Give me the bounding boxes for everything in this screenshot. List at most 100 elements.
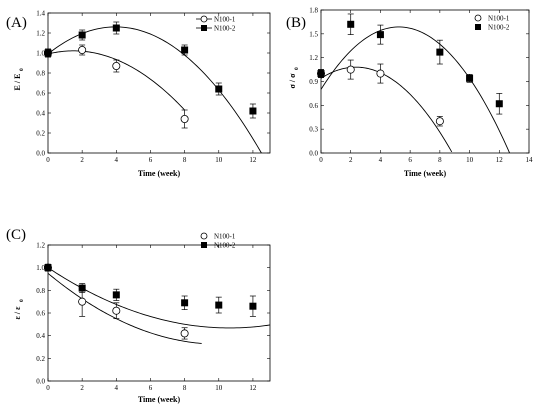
y-axis-label-subscript: 0 xyxy=(19,68,25,71)
legend-label: N100-2 xyxy=(488,24,510,32)
legend-marker xyxy=(474,14,482,22)
data-point xyxy=(376,69,385,78)
legend-marker xyxy=(201,242,207,248)
x-tick-label: 6 xyxy=(408,156,412,164)
data-point xyxy=(215,301,223,309)
data-point xyxy=(347,20,355,28)
data-point xyxy=(181,299,189,307)
data-point xyxy=(44,49,52,57)
series-n100-1 xyxy=(44,44,189,129)
data-point xyxy=(112,62,121,71)
x-axis-label: Time (week) xyxy=(138,395,181,404)
legend-entry: N100-1 xyxy=(200,232,236,241)
series-n100-1 xyxy=(44,263,202,344)
y-tick-label: 0.4 xyxy=(36,110,45,118)
y-axis-label: σ / σ 0 xyxy=(288,67,300,88)
y-axis-label: ε / ε 0 xyxy=(13,299,25,320)
legend-marker xyxy=(475,24,481,30)
y-axis-label: E / E 0 xyxy=(13,68,25,90)
legend-entry: N100-2 xyxy=(196,25,236,33)
y-tick-label: 0.0 xyxy=(36,150,45,158)
fit-curve xyxy=(48,272,202,344)
data-point xyxy=(346,65,355,74)
x-tick-label: 0 xyxy=(319,156,323,164)
data-point xyxy=(78,46,87,55)
y-tick-label: 0.8 xyxy=(36,287,45,295)
x-tick-label: 4 xyxy=(115,156,119,164)
x-tick-label: 12 xyxy=(249,384,257,392)
x-tick-label: 2 xyxy=(349,156,353,164)
data-point xyxy=(180,115,189,124)
legend-entry: N100-1 xyxy=(474,14,510,23)
data-point xyxy=(112,24,120,32)
legend-label: N100-1 xyxy=(214,16,236,24)
y-tick-label: 0.0 xyxy=(36,378,45,386)
chart-panel-1: 0 2 4 6 8 10 12 0.0 0.2 0.4 0.6 0.8 1.0 1.2 1.4 Time (w… xyxy=(6,10,271,178)
fit-curve xyxy=(321,26,511,153)
x-axis-label: Time (week) xyxy=(404,169,447,178)
data-point xyxy=(435,117,444,126)
y-tick-label: 0.0 xyxy=(309,150,318,158)
data-point xyxy=(215,85,223,93)
series-n100-2 xyxy=(317,13,511,153)
data-point xyxy=(249,107,257,115)
y-tick-label: 0.4 xyxy=(36,332,45,340)
legend-entry: N100-2 xyxy=(201,242,236,250)
y-tick-label: 0.6 xyxy=(36,90,45,98)
plot-frame xyxy=(47,12,271,154)
legend-label: N100-1 xyxy=(488,15,510,23)
data-point xyxy=(78,297,87,306)
x-tick-label: 8 xyxy=(438,156,442,164)
data-point xyxy=(376,31,384,39)
panel-label: (C) xyxy=(6,227,26,243)
legend-label: N100-2 xyxy=(214,242,236,250)
data-point xyxy=(44,264,52,272)
y-axis-label-main: σ / σ xyxy=(288,73,297,89)
x-tick-label: 6 xyxy=(149,384,153,392)
y-tick-label: 1.4 xyxy=(36,10,45,18)
y-tick-label: 1.2 xyxy=(36,242,45,250)
y-tick-label: 0.2 xyxy=(36,355,45,363)
legend-entry: N100-2 xyxy=(475,24,510,32)
x-tick-label: 12 xyxy=(496,156,504,164)
y-tick-label: 1.0 xyxy=(36,50,45,58)
x-tick-label: 8 xyxy=(183,156,187,164)
x-tick-label: 10 xyxy=(466,156,474,164)
y-tick-label: 0.6 xyxy=(36,310,45,318)
data-point xyxy=(495,100,503,108)
data-point xyxy=(78,31,86,39)
y-axis-label-subscript: 0 xyxy=(19,299,25,302)
data-point xyxy=(317,70,325,78)
x-tick-label: 10 xyxy=(215,384,223,392)
data-point xyxy=(249,302,257,310)
x-tick-label: 8 xyxy=(183,384,187,392)
y-axis-label-subscript: 0 xyxy=(294,67,300,70)
y-axis-label-main: E / E xyxy=(13,74,22,91)
y-tick-label: 1.2 xyxy=(309,54,318,62)
y-tick-label: 0.2 xyxy=(36,130,45,138)
y-tick-label: 0.8 xyxy=(36,70,45,78)
data-point xyxy=(112,291,120,299)
x-tick-label: 0 xyxy=(46,156,50,164)
plot-frame xyxy=(47,244,271,382)
legend-label: N100-2 xyxy=(214,25,236,33)
series-n100-2 xyxy=(44,263,270,329)
x-tick-label: 6 xyxy=(149,156,153,164)
data-point xyxy=(181,46,189,54)
data-point xyxy=(112,306,121,315)
data-point xyxy=(466,74,474,82)
legend-marker xyxy=(200,232,208,240)
fit-curve xyxy=(48,50,185,111)
y-tick-label: 0.3 xyxy=(309,126,318,134)
y-tick-label: 1.8 xyxy=(309,7,318,15)
y-tick-label: 0.6 xyxy=(309,102,318,110)
series-n100-1 xyxy=(316,59,453,153)
fit-curve xyxy=(321,66,453,153)
x-tick-label: 10 xyxy=(215,156,223,164)
data-point xyxy=(78,284,86,292)
data-point xyxy=(436,48,444,56)
y-tick-label: 1.0 xyxy=(36,264,45,272)
x-tick-label: 4 xyxy=(115,384,119,392)
chart-panel-3: 0 2 4 6 8 10 12 0.0 0.2 0.4 0.6 0.8 1.0 1.2 Time (week… xyxy=(6,227,271,404)
